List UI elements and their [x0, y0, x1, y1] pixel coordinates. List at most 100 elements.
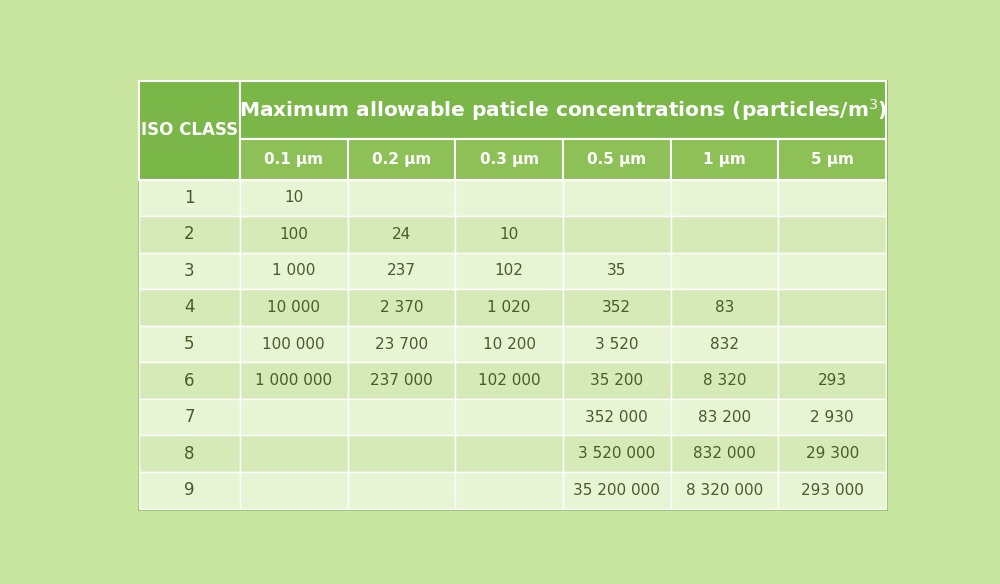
Bar [240, 216, 348, 253]
Bar [455, 289, 563, 326]
Text: 352: 352 [602, 300, 631, 315]
Text: 35 200: 35 200 [590, 373, 643, 388]
Bar [563, 253, 671, 289]
Bar [778, 326, 886, 362]
Text: ISO CLASS: ISO CLASS [141, 121, 238, 140]
Bar [139, 399, 240, 436]
Text: 8 320 000: 8 320 000 [686, 483, 763, 498]
Bar [240, 436, 348, 472]
Bar [671, 472, 778, 509]
Bar [348, 179, 455, 216]
Bar [348, 216, 455, 253]
Bar [348, 399, 455, 436]
Text: 7: 7 [184, 408, 195, 426]
Bar [240, 289, 348, 326]
Bar [240, 179, 348, 216]
Bar [139, 81, 240, 179]
Text: 1: 1 [184, 189, 195, 207]
Bar [563, 436, 671, 472]
Text: 3 520 000: 3 520 000 [578, 446, 655, 461]
Bar [139, 436, 240, 472]
Bar [563, 216, 671, 253]
Bar [671, 399, 778, 436]
Bar [348, 253, 455, 289]
Text: 0.1 μm: 0.1 μm [264, 152, 323, 167]
Bar [455, 253, 563, 289]
Text: 0.2 μm: 0.2 μm [372, 152, 431, 167]
Bar [563, 399, 671, 436]
Bar [348, 326, 455, 362]
Bar [563, 472, 671, 509]
Text: 8 320: 8 320 [703, 373, 746, 388]
Text: 6: 6 [184, 371, 195, 390]
Text: 10 200: 10 200 [483, 336, 536, 352]
Text: 293: 293 [818, 373, 847, 388]
Bar [348, 436, 455, 472]
Text: Maximum allowable paticle concentrations (particles/m$^3$): Maximum allowable paticle concentrations… [239, 97, 887, 123]
Text: 832 000: 832 000 [693, 446, 756, 461]
Text: 35 200 000: 35 200 000 [573, 483, 660, 498]
Bar [139, 289, 240, 326]
Bar [778, 179, 886, 216]
Text: 24: 24 [392, 227, 411, 242]
Text: 35: 35 [607, 263, 626, 279]
Text: 10 000: 10 000 [267, 300, 320, 315]
Bar [240, 253, 348, 289]
Bar [455, 326, 563, 362]
Text: 83 200: 83 200 [698, 409, 751, 425]
Text: 1 020: 1 020 [487, 300, 531, 315]
Bar [455, 472, 563, 509]
Text: 1 000 000: 1 000 000 [255, 373, 332, 388]
Bar [240, 399, 348, 436]
Text: 1 μm: 1 μm [703, 152, 746, 167]
Text: 102 000: 102 000 [478, 373, 540, 388]
Bar [778, 436, 886, 472]
Text: 29 300: 29 300 [806, 446, 859, 461]
Bar [348, 362, 455, 399]
Bar [240, 326, 348, 362]
Bar [240, 472, 348, 509]
Text: 9: 9 [184, 481, 195, 499]
Bar [139, 326, 240, 362]
Text: 100: 100 [279, 227, 308, 242]
Bar [563, 326, 671, 362]
Bar [348, 139, 455, 179]
Bar [240, 362, 348, 399]
Text: 83: 83 [715, 300, 734, 315]
Bar [563, 289, 671, 326]
Text: 23 700: 23 700 [375, 336, 428, 352]
Text: 2 370: 2 370 [380, 300, 423, 315]
Text: 2: 2 [184, 225, 195, 244]
Bar [455, 216, 563, 253]
Bar [139, 362, 240, 399]
Bar [778, 139, 886, 179]
Text: 352 000: 352 000 [585, 409, 648, 425]
Text: 3 520: 3 520 [595, 336, 639, 352]
Bar [778, 216, 886, 253]
Bar [240, 139, 348, 179]
Text: 2 930: 2 930 [810, 409, 854, 425]
Text: 4: 4 [184, 298, 195, 317]
Bar [671, 139, 778, 179]
Bar [671, 362, 778, 399]
Bar [139, 253, 240, 289]
Bar [139, 472, 240, 509]
Bar [455, 179, 563, 216]
Bar [348, 472, 455, 509]
Text: 237 000: 237 000 [370, 373, 433, 388]
Text: 5 μm: 5 μm [811, 152, 854, 167]
Bar [778, 289, 886, 326]
Text: 100 000: 100 000 [262, 336, 325, 352]
Bar [671, 216, 778, 253]
Bar [563, 179, 671, 216]
Bar [671, 253, 778, 289]
Bar [348, 289, 455, 326]
Bar [455, 362, 563, 399]
Text: 10: 10 [284, 190, 303, 206]
Bar [139, 179, 240, 216]
Bar [240, 81, 886, 139]
Bar [455, 399, 563, 436]
Text: 293 000: 293 000 [801, 483, 864, 498]
Bar [671, 179, 778, 216]
Text: 237: 237 [387, 263, 416, 279]
